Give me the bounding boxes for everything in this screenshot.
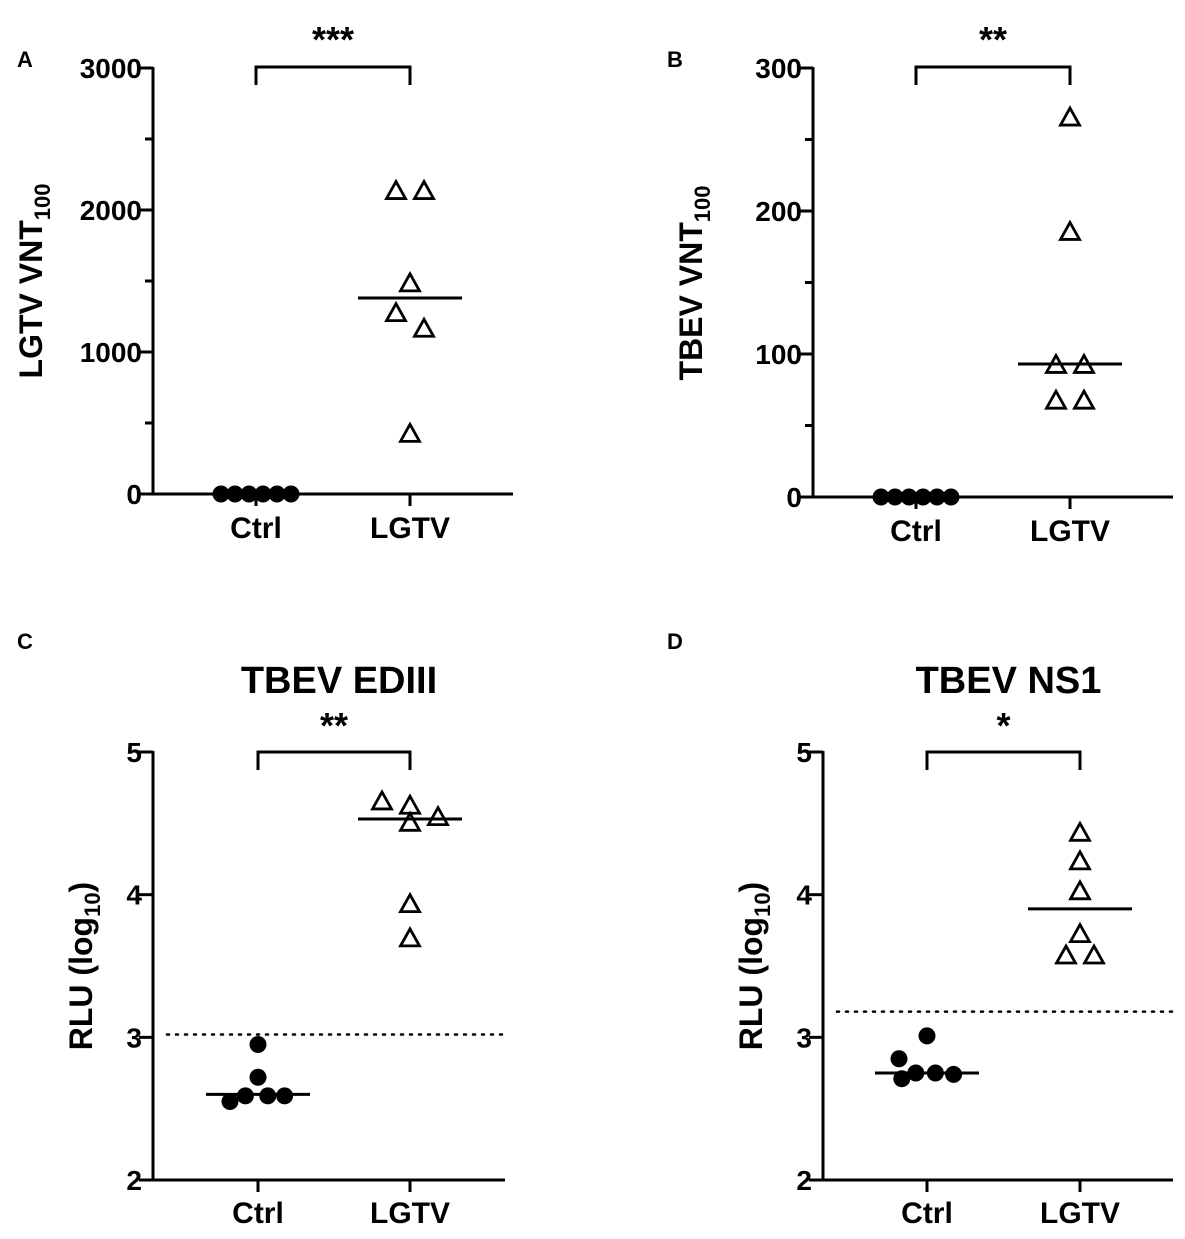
- data-point-lgtv: [1068, 848, 1092, 871]
- significance-stars: ***: [312, 19, 354, 60]
- data-point-ctrl: [918, 1027, 936, 1045]
- y-axis-label-suffix: ): [733, 882, 769, 893]
- x-tick-label: Ctrl: [230, 512, 282, 545]
- y-tick-label: 200: [755, 196, 802, 227]
- data-point-ctrl: [226, 485, 244, 503]
- y-tick-label: 4: [796, 880, 812, 911]
- data-point-ctrl: [221, 1093, 239, 1111]
- y-axis-label-main: RLU (log: [63, 917, 99, 1050]
- data-point-lgtv: [384, 178, 408, 200]
- data-point-lgtv: [398, 421, 422, 443]
- y-axis-label-subscript: 10: [750, 892, 775, 916]
- data-point-lgtv: [1072, 388, 1096, 410]
- y-axis-label: RLU (log10): [63, 882, 105, 1050]
- significance-stars: **: [979, 19, 1007, 60]
- data-point-lgtv: [384, 300, 408, 323]
- y-axis-label-main: TBEV VNT: [673, 222, 709, 381]
- data-point-ctrl: [268, 485, 286, 503]
- y-tick-label: 3: [126, 1022, 142, 1053]
- y-axis-label: TBEV VNT100: [673, 186, 715, 381]
- y-tick-label: 3: [796, 1022, 812, 1053]
- y-tick-label: 2000: [80, 195, 142, 226]
- data-point-ctrl: [942, 488, 960, 506]
- data-point-ctrl: [249, 1068, 267, 1086]
- data-point-lgtv: [426, 804, 450, 827]
- data-point-lgtv: [370, 789, 394, 811]
- x-tick-label: LGTV: [370, 512, 450, 545]
- data-point-lgtv: [398, 891, 422, 914]
- x-tick-label: Ctrl: [901, 1197, 953, 1230]
- significance-bracket: [925, 750, 1082, 770]
- y-tick-label: 3000: [80, 53, 142, 84]
- significance-stars: **: [320, 705, 348, 746]
- y-axis-label-subscript: 10: [80, 892, 105, 916]
- data-point-ctrl: [240, 485, 258, 503]
- y-axis-label-main: RLU (log: [733, 917, 769, 1050]
- x-tick-label: Ctrl: [232, 1197, 284, 1230]
- y-tick-label: 0: [126, 479, 142, 510]
- data-point-ctrl: [212, 485, 230, 503]
- panel-label: B: [667, 47, 683, 72]
- data-point-lgtv: [1054, 943, 1078, 965]
- data-point-lgtv: [1068, 878, 1092, 901]
- panel-a: A 0 1000 2000 3000 Ctrl LGTV LGTV VNT100 ***: [13, 19, 513, 545]
- y-tick-label: 100: [755, 339, 802, 370]
- y-tick-label: 1000: [80, 337, 142, 368]
- x-tick-label: Ctrl: [890, 515, 942, 548]
- data-point-lgtv: [1068, 921, 1092, 944]
- panel-label: C: [17, 629, 33, 654]
- panel-label: A: [17, 47, 33, 72]
- data-point-lgtv: [1058, 105, 1082, 127]
- y-tick-label: 300: [755, 53, 802, 84]
- data-point-lgtv: [398, 270, 422, 293]
- y-axis-label: LGTV VNT100: [13, 184, 55, 379]
- chart-title: TBEV EDIII: [241, 660, 437, 702]
- data-point-lgtv: [1044, 388, 1068, 410]
- data-point-lgtv: [412, 316, 436, 338]
- x-tick-label: LGTV: [370, 1197, 450, 1230]
- panel-label: D: [667, 629, 683, 654]
- data-point-lgtv: [398, 810, 422, 832]
- data-point-ctrl: [914, 488, 932, 506]
- y-axis-label-subscript: 100: [30, 184, 55, 221]
- data-point-lgtv: [1058, 219, 1082, 241]
- significance-bracket: [914, 65, 1072, 85]
- x-tick-label: LGTV: [1040, 1197, 1120, 1230]
- data-point-ctrl: [872, 488, 890, 506]
- data-point-ctrl: [282, 485, 300, 503]
- panel-d: D TBEV NS1 2 3 4 5 Ctrl LGTV RLU (log10) *: [667, 629, 1175, 1230]
- y-tick-label: 2: [126, 1165, 142, 1196]
- data-point-lgtv: [1082, 943, 1106, 965]
- data-point-lgtv: [412, 178, 436, 200]
- panel-c: C TBEV EDIII 2 3 4 5 Ctrl LGTV RLU (log10) **: [17, 629, 507, 1230]
- significance-stars: *: [996, 705, 1010, 746]
- y-axis-label-main: LGTV VNT: [13, 220, 49, 379]
- data-point-ctrl: [900, 488, 918, 506]
- y-tick-label: 4: [126, 880, 142, 911]
- y-tick-label: 5: [126, 737, 142, 768]
- y-tick-label: 0: [786, 482, 802, 513]
- significance-bracket: [254, 65, 412, 85]
- y-axis-label-subscript: 100: [690, 186, 715, 223]
- data-point-ctrl: [249, 1035, 267, 1053]
- y-tick-label: 5: [796, 737, 812, 768]
- data-point-ctrl: [886, 488, 904, 506]
- data-point-ctrl: [928, 488, 946, 506]
- chart-title: TBEV NS1: [916, 660, 1102, 702]
- y-tick-label: 2: [796, 1165, 812, 1196]
- significance-bracket: [256, 750, 412, 770]
- x-tick-label: LGTV: [1030, 515, 1110, 548]
- data-point-lgtv: [398, 926, 422, 948]
- data-point-lgtv: [1068, 820, 1092, 842]
- data-point-ctrl: [890, 1050, 908, 1068]
- data-point-ctrl: [254, 485, 272, 503]
- y-axis-label: RLU (log10): [733, 882, 775, 1050]
- y-axis-label-suffix: ): [63, 882, 99, 893]
